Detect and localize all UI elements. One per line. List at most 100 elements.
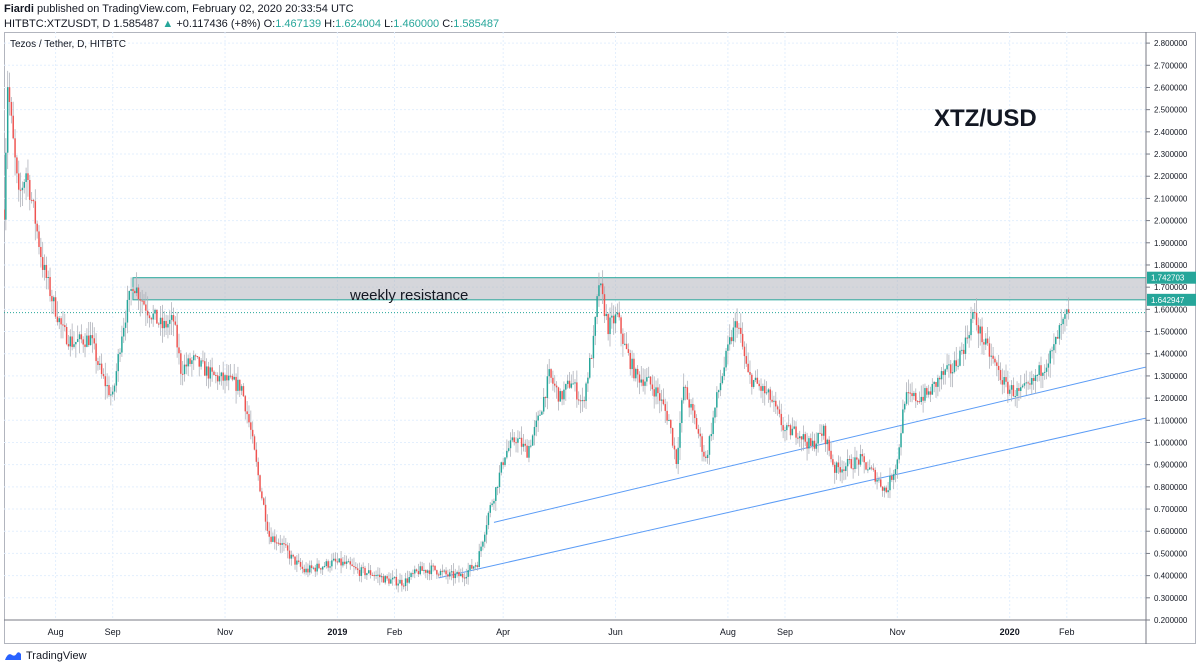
candle-body [813,440,816,449]
candle-body [491,503,493,506]
candle-body [894,469,897,475]
candle-body [353,566,355,568]
candle-body [605,314,608,317]
candle-body [863,456,865,463]
candle-body [237,379,239,391]
candlestick-chart[interactable]: 2.800000 2.700000 2.600000 2.500000 2.400000… [3,32,1196,644]
candle-body [391,577,394,580]
candle-body [294,556,296,565]
candle-body [658,393,661,401]
candle-body [920,396,923,402]
candle-body [810,438,812,446]
candle-body [364,567,366,576]
candle-body [395,576,398,586]
candle-body [839,467,841,473]
candle-body [835,462,838,473]
price-label: 1.742703 [1151,274,1185,283]
x-tick-label: Nov [889,627,906,637]
candle-body [705,456,707,458]
y-tick-label: 1.700000 [1154,283,1188,292]
candle-body [358,569,361,576]
candle-body [526,445,528,458]
brand-name[interactable]: TradingView [26,650,87,662]
candle-body [716,392,718,408]
candle-body [367,570,370,574]
candle-body [154,309,156,314]
candle-body [309,565,311,573]
candle-body [682,386,685,401]
candle-body [285,544,287,546]
candle-body [996,362,998,366]
candle-body [226,375,228,381]
candle-body [139,299,142,301]
candle-body [927,391,930,395]
candle-body [922,396,924,401]
candle-body [889,475,891,491]
candle-body [668,419,670,421]
candle-body [717,390,720,393]
candle-body [846,459,849,467]
candle-body [47,277,49,279]
candle-body [749,371,751,375]
candle-body [636,368,639,375]
candle-body [693,410,696,419]
y-tick-label: 0.400000 [1154,572,1188,581]
candle-body [837,462,840,468]
candle-body [1020,387,1022,391]
candle-body [1008,389,1011,394]
candle-body [286,545,289,551]
candle-body [833,464,836,473]
candle-body [148,315,151,319]
candle-body [496,487,499,489]
candle-body [638,374,641,383]
candle-body [765,392,768,394]
candle-body [122,327,125,337]
candle-body [738,327,740,329]
candle-body [673,445,676,450]
candle-body [91,335,94,339]
open-label: O: [263,18,276,30]
candle-body [603,294,606,317]
candle-body [38,231,40,247]
candle-body [670,419,672,429]
candle-body [881,486,884,491]
candle-body [371,574,374,576]
candle-body [845,466,847,471]
candle-body [132,289,134,292]
candle-body [743,346,746,357]
candle-body [281,543,283,545]
candle-body [301,566,304,569]
candle-body [1055,336,1057,345]
candle-body [692,403,694,411]
candle-body [961,349,963,351]
candle-body [1021,385,1024,388]
candle-body [798,436,801,439]
y-tick-label: 2.700000 [1154,61,1188,70]
candle-body [625,343,628,350]
candle-body [270,536,272,542]
candle-body [458,571,460,577]
candle-body [775,400,777,407]
candle-body [382,576,385,583]
publisher-name[interactable]: Fiardi [4,3,34,15]
candle-body [445,570,447,575]
candle-body [950,364,952,374]
candle-body [614,314,617,324]
candle-body [320,568,322,570]
candle-body [484,534,486,542]
candle-body [905,392,908,404]
candle-body [23,182,25,188]
candle-body [283,543,285,545]
candle-body [933,382,935,385]
candle-body [660,399,663,401]
candle-body [332,558,335,561]
y-tick-label: 2.200000 [1154,172,1188,181]
candle-body [176,324,178,348]
candle-body [697,429,700,434]
candle-body [314,567,317,572]
candle-body [990,355,993,357]
chart-area[interactable]: 2.800000 2.700000 2.600000 2.500000 2.400000… [3,32,1196,644]
candle-body [275,542,278,544]
candle-body [732,327,735,342]
candle-body [43,264,46,270]
